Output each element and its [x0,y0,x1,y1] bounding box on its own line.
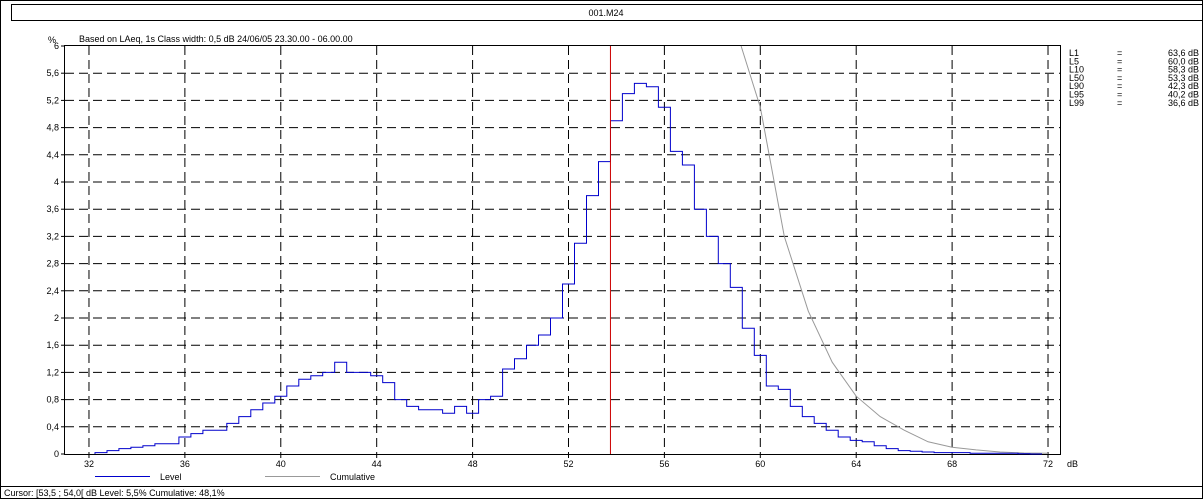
stat-label: L90 [1069,81,1084,91]
statistics-panel: L1 = 63,6 dB L5 = 60,0 dB L10 = 58,3 dB L50 = 53,3 … [1069,48,1199,108]
stat-label: L10 [1069,65,1084,75]
stat-equals: = [1117,81,1122,91]
grid-lines [65,46,1060,454]
stat-equals: = [1117,48,1122,58]
stat-value: 60,0 dB [1168,56,1199,66]
legend-label: Level [160,472,182,482]
y-tick-label: 0 [54,449,59,459]
legend: Level Cumulative [95,472,375,482]
stat-equals: = [1117,90,1122,100]
y-tick-label: 0,8 [46,395,59,405]
stat-label: L5 [1069,56,1079,66]
y-tick-label: 4,4 [46,150,59,160]
y-tick-label: 2,4 [46,286,59,296]
stat-equals: = [1117,56,1122,66]
stat-equals: = [1117,73,1122,83]
x-tick-label: 48 [468,459,478,469]
x-axis-unit-label: dB [1067,459,1078,469]
x-tick-label: 44 [372,459,382,469]
stat-value: 58,3 dB [1168,65,1199,75]
y-tick-label: 0,4 [46,422,59,432]
stat-value: 40,2 dB [1168,90,1199,100]
y-tick-label: 6 [54,41,59,51]
y-tick-label: 1,6 [46,340,59,350]
window-title: 001.M24 [588,8,623,18]
stat-value: 53,3 dB [1168,73,1199,83]
x-axis: 32 36 40 44 48 52 56 60 64 68 72 [84,454,1053,469]
x-tick-label: 64 [851,459,861,469]
x-tick-label: 72 [1043,459,1053,469]
x-tick-label: 60 [755,459,765,469]
x-tick-label: 56 [659,459,669,469]
y-tick-label: 4,8 [46,123,59,133]
stat-value: 36,6 dB [1168,98,1199,108]
y-tick-label: 3,2 [46,231,59,241]
chart-subtitle: Based on LAeq, 1s Class width: 0,5 dB 24… [79,34,353,44]
y-tick-label: 4 [54,177,59,187]
series-layer [94,45,1049,455]
stat-value: 63,6 dB [1168,48,1199,58]
stat-value: 42,3 dB [1168,81,1199,91]
x-tick-label: 32 [84,459,94,469]
plot-area [64,45,1061,455]
series-cumulative-line [740,45,1049,454]
stat-label: L95 [1069,90,1084,100]
x-tick-label: 36 [180,459,190,469]
y-tick-label: 2,8 [46,259,59,269]
stat-equals: = [1117,65,1122,75]
y-axis: 0 0,4 0,8 1,2 1,6 2 2,4 2,8 3,2 3,6 4 4,4 4,8 5,2 5,6 6 [46,41,65,459]
x-tick-label: 68 [947,459,957,469]
y-tick-label: 2 [54,313,59,323]
y-tick-label: 1,2 [46,367,59,377]
legend-label: Cumulative [330,472,375,482]
stat-label: L99 [1069,98,1084,108]
x-tick-label: 52 [563,459,573,469]
y-tick-label: 3,6 [46,204,59,214]
stat-label: L1 [1069,48,1079,58]
series-level-step-line [94,82,1042,455]
y-tick-label: 5,2 [46,95,59,105]
cursor-status-text: Cursor: [53,5 ; 54,0[ dB Level: 5,5% Cum… [4,488,225,498]
stat-equals: = [1117,98,1122,108]
y-axis-unit-label: % [48,35,56,45]
stat-label: L50 [1069,73,1084,83]
x-tick-label: 40 [276,459,286,469]
y-tick-label: 5,6 [46,68,59,78]
